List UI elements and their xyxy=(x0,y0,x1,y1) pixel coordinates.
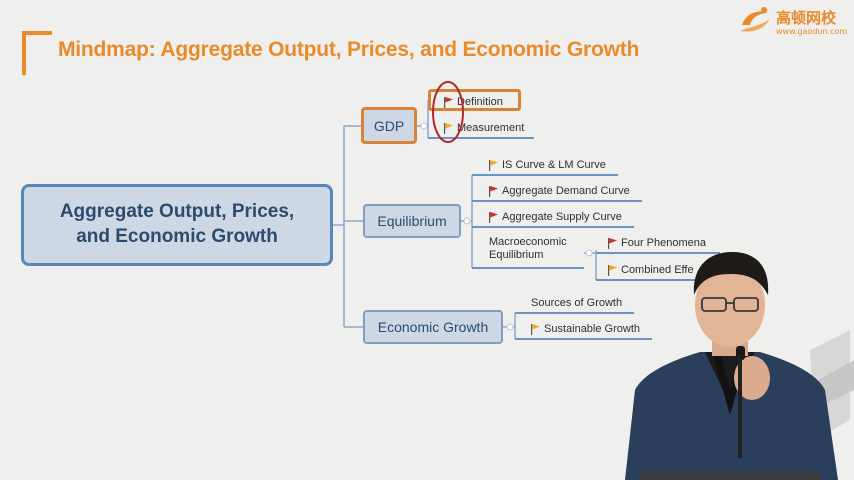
leaf-label: Combined Effe xyxy=(621,264,694,276)
red-flag-icon xyxy=(444,96,453,108)
red-ellipse-annotation xyxy=(432,81,464,143)
title-bracket-decoration xyxy=(22,31,26,75)
yellow-flag-icon xyxy=(489,159,498,171)
leaf-aggregate-demand[interactable]: Aggregate Demand Curve xyxy=(489,185,630,197)
logo-url: www.gaodun.com xyxy=(776,27,848,36)
highlight-box xyxy=(428,89,521,111)
branch-gdp[interactable]: GDP xyxy=(361,107,417,144)
red-flag-icon xyxy=(489,211,498,223)
leaf-definition[interactable]: Definition xyxy=(444,96,503,108)
red-flag-icon xyxy=(489,185,498,197)
leaf-combined-effects[interactable]: Combined Effe xyxy=(608,264,694,276)
leaf-sustainable-growth[interactable]: Sustainable Growth xyxy=(531,323,640,335)
leaf-sources-of-growth[interactable]: Sources of Growth xyxy=(531,297,622,309)
leaf-label: IS Curve & LM Curve xyxy=(502,159,606,171)
title-bracket-decoration-top xyxy=(22,31,52,35)
branch-equilibrium[interactable]: Equilibrium xyxy=(363,204,461,238)
root-node[interactable]: Aggregate Output, Prices, and Economic G… xyxy=(21,184,333,266)
macro-label-line2: Equilibrium xyxy=(489,249,544,261)
presenter-video xyxy=(625,252,854,480)
yellow-flag-icon xyxy=(531,323,540,335)
red-flag-icon xyxy=(608,237,617,249)
leaf-is-lm-curve[interactable]: IS Curve & LM Curve xyxy=(489,159,606,171)
root-label-line2: and Economic Growth xyxy=(76,226,278,247)
yellow-flag-icon xyxy=(608,264,617,276)
branch-economic-growth[interactable]: Economic Growth xyxy=(363,310,503,344)
leaf-label: Measurement xyxy=(457,122,525,134)
gaodun-logo-icon xyxy=(740,7,770,32)
leaf-label: Aggregate Demand Curve xyxy=(502,185,630,197)
logo-name: 高顿网校 xyxy=(776,9,837,27)
leaf-label: Aggregate Supply Curve xyxy=(502,211,622,223)
leaf-aggregate-supply[interactable]: Aggregate Supply Curve xyxy=(489,211,622,223)
leaf-label: Sources of Growth xyxy=(531,297,623,309)
macro-label-line1: Macroeconomic xyxy=(489,236,567,248)
leaf-label: Definition xyxy=(457,96,503,108)
page-title: Mindmap: Aggregate Output, Prices, and E… xyxy=(58,38,640,61)
leaf-measurement[interactable]: Measurement xyxy=(444,122,524,134)
leaf-label: Four Phenomena xyxy=(621,237,706,249)
leaf-label: Sustainable Growth xyxy=(544,323,640,335)
leaf-four-phenomena[interactable]: Four Phenomena xyxy=(608,237,706,249)
root-label-line1: Aggregate Output, Prices, xyxy=(59,201,295,223)
node-macroeconomic-equilibrium[interactable]: Macroeconomic Equilibrium xyxy=(489,236,567,261)
yellow-flag-icon xyxy=(444,122,453,134)
